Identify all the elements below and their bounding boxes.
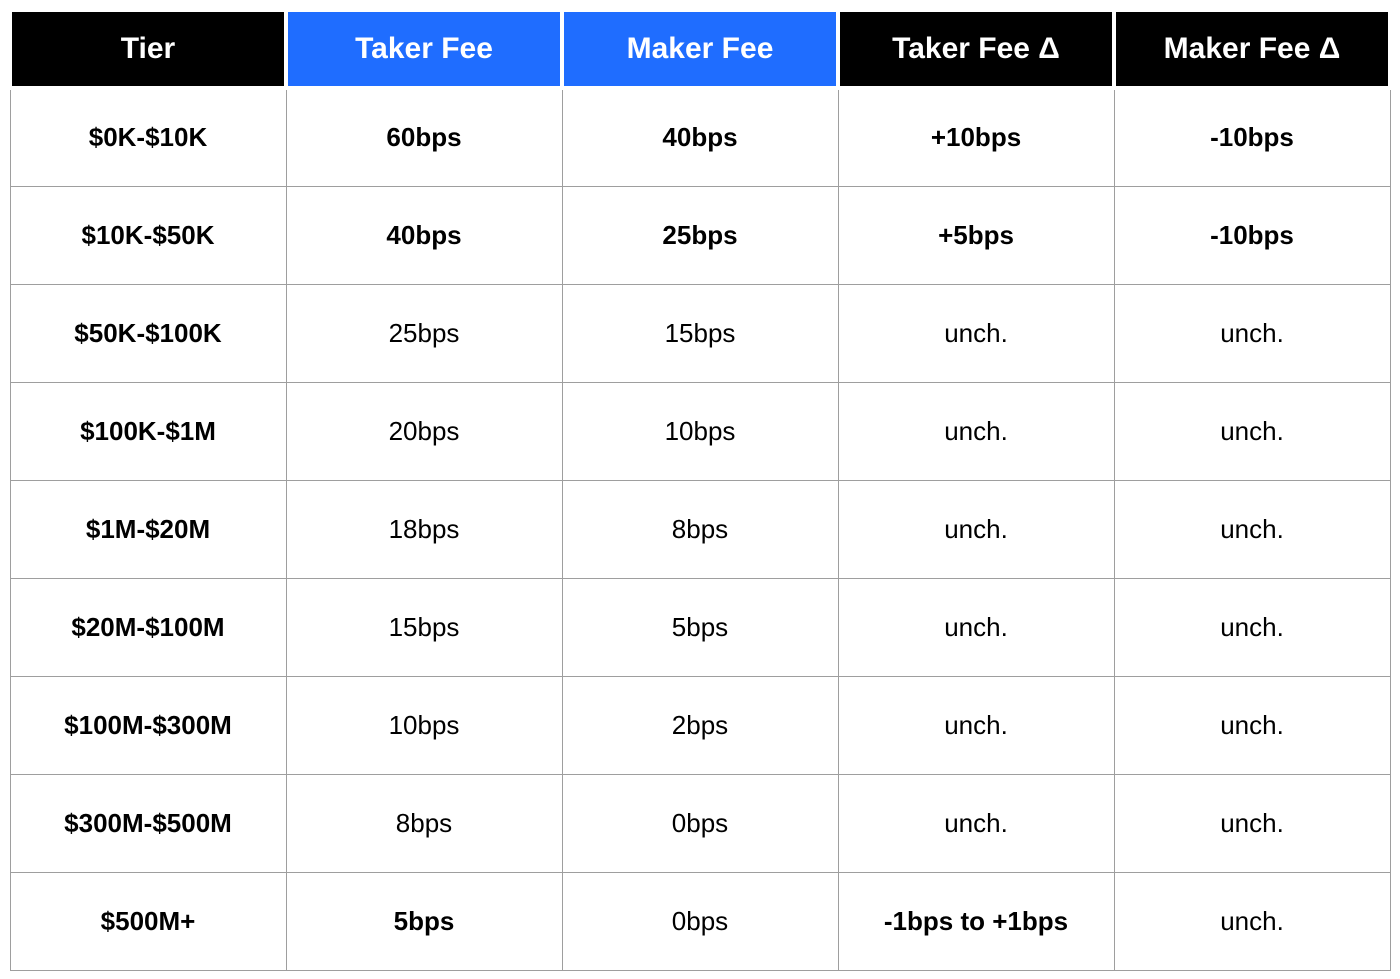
cell-maker_delta: unch.	[1114, 872, 1390, 970]
cell-taker_delta: unch.	[838, 774, 1114, 872]
cell-taker_delta: unch.	[838, 676, 1114, 774]
col-header-taker-fee: Taker Fee	[286, 10, 562, 88]
col-header-taker-delta: Taker Fee Δ	[838, 10, 1114, 88]
col-header-maker-fee: Maker Fee	[562, 10, 838, 88]
cell-taker_delta: unch.	[838, 578, 1114, 676]
cell-taker_delta: -1bps to +1bps	[838, 872, 1114, 970]
fee-tier-table: Tier Taker Fee Maker Fee Taker Fee Δ Mak…	[8, 8, 1392, 971]
col-header-maker-delta: Maker Fee Δ	[1114, 10, 1390, 88]
cell-maker_delta: unch.	[1114, 480, 1390, 578]
table-row: $1M-$20M18bps8bpsunch.unch.	[10, 480, 1390, 578]
table-body: $0K-$10K60bps40bps+10bps-10bps$10K-$50K4…	[10, 88, 1390, 970]
cell-maker: 0bps	[562, 774, 838, 872]
col-header-tier: Tier	[10, 10, 286, 88]
cell-tier: $20M-$100M	[10, 578, 286, 676]
table-row: $10K-$50K40bps25bps+5bps-10bps	[10, 186, 1390, 284]
cell-tier: $50K-$100K	[10, 284, 286, 382]
table-header-row: Tier Taker Fee Maker Fee Taker Fee Δ Mak…	[10, 10, 1390, 88]
cell-maker_delta: unch.	[1114, 284, 1390, 382]
cell-taker_delta: +10bps	[838, 88, 1114, 186]
cell-taker_delta: unch.	[838, 284, 1114, 382]
cell-taker: 15bps	[286, 578, 562, 676]
cell-tier: $10K-$50K	[10, 186, 286, 284]
cell-taker: 8bps	[286, 774, 562, 872]
table-row: $500M+5bps0bps-1bps to +1bpsunch.	[10, 872, 1390, 970]
table-row: $100M-$300M10bps2bpsunch.unch.	[10, 676, 1390, 774]
cell-maker: 0bps	[562, 872, 838, 970]
cell-taker_delta: unch.	[838, 480, 1114, 578]
table-row: $0K-$10K60bps40bps+10bps-10bps	[10, 88, 1390, 186]
cell-maker_delta: unch.	[1114, 578, 1390, 676]
cell-tier: $100K-$1M	[10, 382, 286, 480]
cell-maker: 25bps	[562, 186, 838, 284]
table-row: $50K-$100K25bps15bpsunch.unch.	[10, 284, 1390, 382]
cell-taker: 20bps	[286, 382, 562, 480]
table-header: Tier Taker Fee Maker Fee Taker Fee Δ Mak…	[10, 10, 1390, 88]
cell-tier: $100M-$300M	[10, 676, 286, 774]
table-row: $100K-$1M20bps10bpsunch.unch.	[10, 382, 1390, 480]
table-row: $300M-$500M8bps0bpsunch.unch.	[10, 774, 1390, 872]
cell-taker: 10bps	[286, 676, 562, 774]
cell-taker_delta: +5bps	[838, 186, 1114, 284]
cell-tier: $0K-$10K	[10, 88, 286, 186]
cell-taker: 60bps	[286, 88, 562, 186]
cell-tier: $1M-$20M	[10, 480, 286, 578]
cell-maker_delta: unch.	[1114, 676, 1390, 774]
cell-maker: 10bps	[562, 382, 838, 480]
cell-maker: 8bps	[562, 480, 838, 578]
cell-maker_delta: -10bps	[1114, 88, 1390, 186]
cell-maker: 40bps	[562, 88, 838, 186]
cell-maker_delta: -10bps	[1114, 186, 1390, 284]
cell-tier: $300M-$500M	[10, 774, 286, 872]
cell-tier: $500M+	[10, 872, 286, 970]
cell-taker: 18bps	[286, 480, 562, 578]
cell-maker_delta: unch.	[1114, 382, 1390, 480]
table-row: $20M-$100M15bps5bpsunch.unch.	[10, 578, 1390, 676]
cell-maker: 2bps	[562, 676, 838, 774]
cell-maker: 15bps	[562, 284, 838, 382]
cell-maker: 5bps	[562, 578, 838, 676]
cell-maker_delta: unch.	[1114, 774, 1390, 872]
cell-taker: 25bps	[286, 284, 562, 382]
cell-taker_delta: unch.	[838, 382, 1114, 480]
cell-taker: 40bps	[286, 186, 562, 284]
cell-taker: 5bps	[286, 872, 562, 970]
